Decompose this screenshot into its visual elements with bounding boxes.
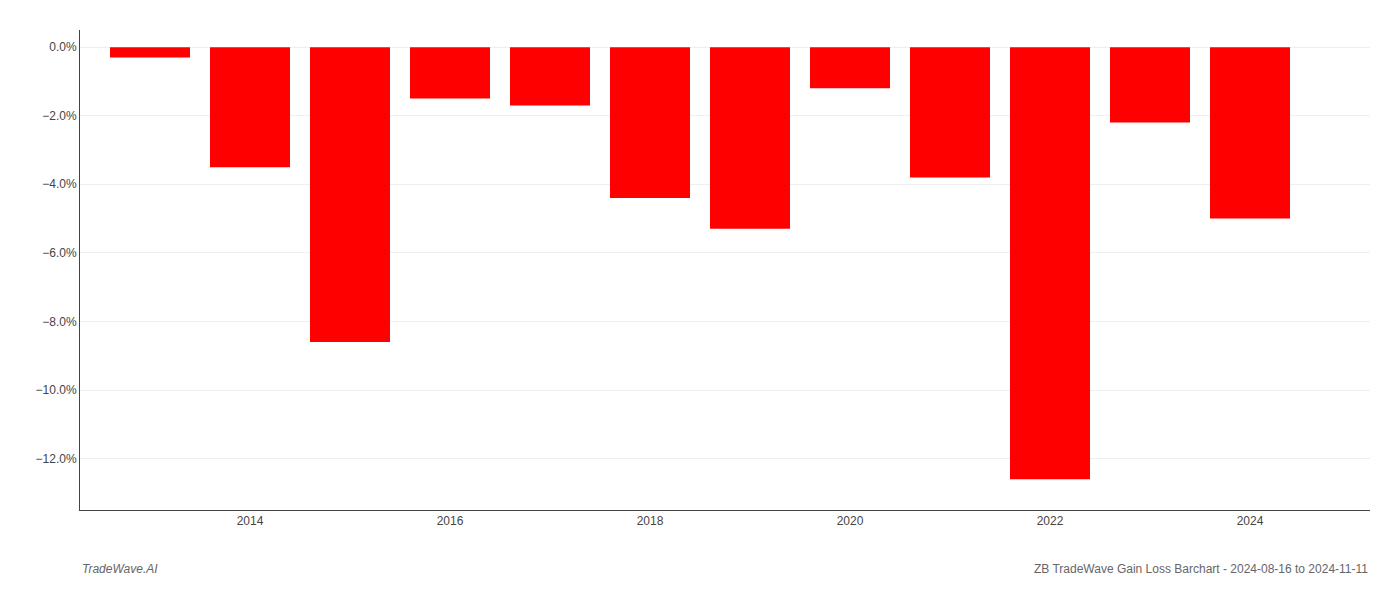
svg-text:2014: 2014 bbox=[237, 514, 264, 528]
svg-text:−2.0%: −2.0% bbox=[42, 109, 77, 123]
svg-text:2024: 2024 bbox=[1237, 514, 1264, 528]
svg-text:TradeWave.AI: TradeWave.AI bbox=[82, 562, 158, 576]
svg-text:−10.0%: −10.0% bbox=[36, 383, 77, 397]
svg-text:2018: 2018 bbox=[637, 514, 664, 528]
svg-text:−12.0%: −12.0% bbox=[36, 452, 77, 466]
svg-text:2020: 2020 bbox=[837, 514, 864, 528]
svg-text:2022: 2022 bbox=[1037, 514, 1064, 528]
svg-text:2016: 2016 bbox=[437, 514, 464, 528]
svg-text:−6.0%: −6.0% bbox=[42, 246, 77, 260]
svg-text:−4.0%: −4.0% bbox=[42, 177, 77, 191]
svg-text:0.0%: 0.0% bbox=[49, 40, 77, 54]
svg-text:ZB TradeWave Gain Loss Barchar: ZB TradeWave Gain Loss Barchart - 2024-0… bbox=[1034, 562, 1368, 576]
svg-text:−8.0%: −8.0% bbox=[42, 315, 77, 329]
